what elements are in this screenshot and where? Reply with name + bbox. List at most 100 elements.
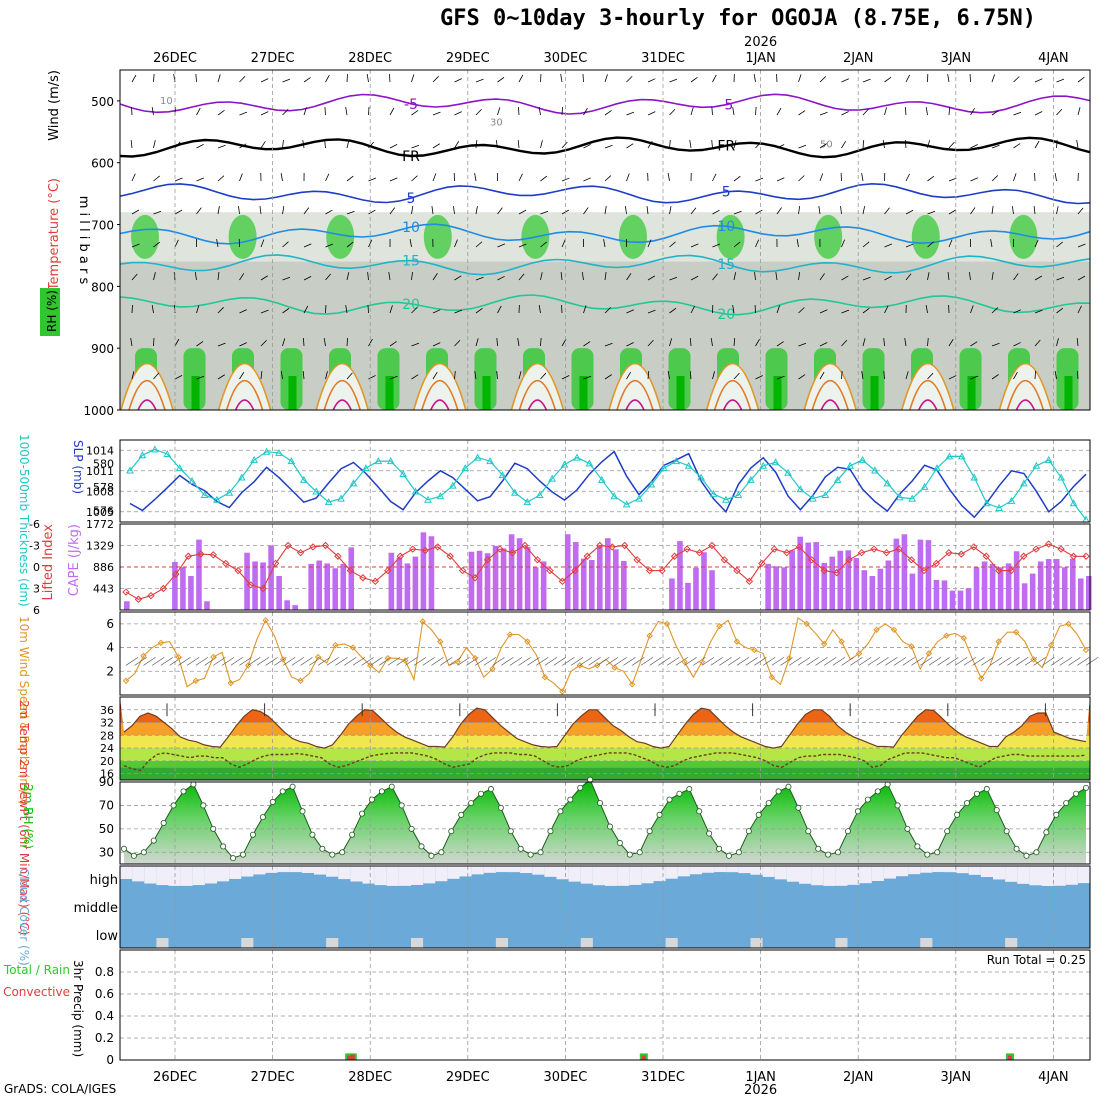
- wind-barb: [841, 239, 846, 248]
- rh-point: [835, 849, 842, 856]
- wind-barb: [260, 111, 269, 116]
- wind10-barb: [1050, 657, 1064, 666]
- lifted-axis-label: Lifted Index: [41, 524, 56, 601]
- cloud-low-block: [411, 938, 424, 948]
- wind10-point: [838, 638, 845, 645]
- lifted-point: [620, 541, 629, 550]
- thickness-point: [746, 475, 755, 483]
- wind-barb: [819, 76, 827, 83]
- wind-barb: [196, 341, 204, 347]
- rh-point: [507, 828, 514, 835]
- wind-barb: [454, 141, 460, 149]
- cloud-high-block: [980, 866, 993, 878]
- lifted-point: [770, 545, 779, 553]
- cloud-low-block: [750, 938, 763, 948]
- wind10-point: [820, 640, 828, 648]
- wind-barb: [733, 210, 742, 215]
- wind-barb: [346, 73, 348, 83]
- cape-bar: [1005, 563, 1012, 610]
- wind10-barb: [247, 657, 261, 666]
- wind-barb: [561, 338, 567, 347]
- wind-barb: [626, 273, 632, 281]
- run-total-label: Run Total = 0.25: [987, 953, 1086, 967]
- lifted-point: [346, 566, 355, 575]
- rh-point: [438, 849, 445, 856]
- lifted-point: [596, 541, 604, 550]
- cloud-high-block: [144, 866, 157, 884]
- wind10-point: [122, 677, 130, 684]
- wind-barb: [1013, 143, 1021, 149]
- wind10-barb: [1007, 657, 1020, 666]
- day-label-top: 26DEC: [153, 51, 197, 66]
- wind10-point: [559, 688, 566, 695]
- rh-moist-core: [676, 376, 685, 410]
- lifted-point: [733, 566, 741, 575]
- cape-bar: [1013, 551, 1020, 610]
- credit: GrADS: COLA/IGES: [4, 1082, 117, 1096]
- thickness-point: [262, 447, 271, 455]
- cape-bar: [524, 546, 531, 610]
- day-label-top: 30DEC: [543, 51, 587, 66]
- rh-point: [497, 804, 504, 811]
- wind10-barb: [544, 657, 558, 666]
- cape-bar: [781, 567, 787, 610]
- rh-point: [537, 849, 544, 856]
- temperature-contour-label: 20: [717, 307, 735, 323]
- lifted-point: [359, 574, 367, 582]
- temperature-contour-label: 20: [402, 297, 420, 313]
- cloud-high-block: [192, 866, 205, 886]
- wind10-tick-label: 4: [106, 641, 114, 655]
- wind-barb: [560, 272, 563, 281]
- wind-barb: [904, 106, 907, 116]
- wind-barb: [669, 241, 676, 248]
- wind-barb: [474, 371, 477, 380]
- wind10-barb: [928, 657, 942, 666]
- wind10-barb: [125, 657, 139, 666]
- thickness-point: [362, 464, 370, 472]
- wind10-point: [663, 620, 671, 628]
- thickness-point: [1007, 496, 1016, 504]
- temperature-contour-30: [421, 379, 459, 411]
- lifted-point: [995, 566, 1003, 575]
- cape-bar: [588, 560, 595, 610]
- wind10-barb: [815, 657, 828, 666]
- lifted-point: [558, 577, 567, 586]
- wind10-panel-frame: [119, 611, 1091, 696]
- wind10-barb: [623, 657, 636, 666]
- rh-point: [368, 796, 375, 803]
- wind-barb: [259, 206, 262, 215]
- wind10-point: [157, 639, 165, 647]
- wind-barb: [153, 140, 156, 149]
- wind-barb: [518, 74, 524, 83]
- cloud-high-block: [920, 866, 933, 873]
- wind-barb: [324, 106, 326, 116]
- wind10-barb: [614, 657, 627, 666]
- wind-barb: [819, 309, 828, 314]
- wind10-barb: [658, 657, 671, 666]
- cloud-high-block: [1029, 866, 1042, 886]
- cloud-panel-frame: [119, 865, 1091, 949]
- wind10-barb: [178, 657, 191, 666]
- wind-barb: [626, 309, 634, 314]
- wind-barb: [1013, 309, 1021, 314]
- wind-barb: [669, 338, 673, 347]
- wind10-barb: [466, 657, 479, 666]
- temperature-contour-label: 15: [717, 257, 735, 273]
- wind-barb: [604, 175, 612, 182]
- cape-bar: [877, 568, 884, 610]
- wind-barb: [174, 239, 179, 248]
- legend-temperature: Temperature (°C): [47, 178, 62, 291]
- rh-mid-blob: [814, 214, 843, 259]
- wind10-barb: [972, 657, 985, 666]
- wind10-point: [925, 650, 933, 657]
- cape-bar: [572, 542, 579, 610]
- wind-barb: [561, 141, 568, 149]
- wind-barb: [798, 272, 801, 281]
- wind-barb: [690, 275, 699, 281]
- lifted-point: [197, 550, 205, 558]
- cape-bar: [476, 550, 483, 610]
- wind-barb: [518, 371, 522, 380]
- wind-barb: [324, 140, 326, 149]
- temperature-contour-label: FR: [402, 149, 420, 165]
- cloud-low-block: [580, 938, 593, 948]
